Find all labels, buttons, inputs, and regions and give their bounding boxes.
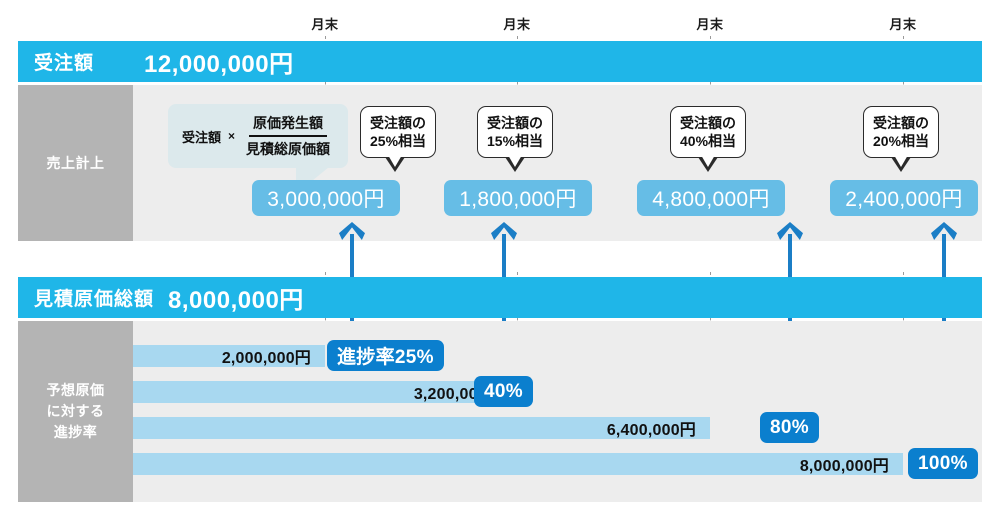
progress-bar-3-amount: 6,400,000円 — [606, 422, 696, 439]
month-end-label-2: 月末 — [503, 17, 531, 32]
callout-percent-1: 受注額の 25%相当 — [360, 106, 437, 172]
callout-4-line2: 20%相当 — [873, 133, 930, 150]
revenue-amount-pill-4: 2,400,000円 — [830, 180, 978, 216]
progress-bar-4: 8,000,000円 — [133, 453, 903, 475]
revenue-formula-bubble: 受注額 × 原価発生額 見積総原価額 — [168, 104, 349, 185]
callout-3-line2: 40%相当 — [680, 133, 737, 150]
progress-badge-2: 40% — [474, 376, 533, 407]
estimated-cost-value: 8,000,000円 — [168, 287, 304, 314]
callout-1-tail-inner — [388, 154, 402, 167]
estimated-cost-band: 見積原価総額 8,000,000円 — [18, 277, 982, 318]
month-end-label-3: 月末 — [696, 17, 724, 32]
month-end-label-4: 月末 — [889, 17, 917, 32]
progress-label-block: 予想原価 に対する 進捗率 — [47, 380, 105, 443]
progress-badge-4: 100% — [908, 448, 978, 479]
sales-recognition-row-label: 売上計上 — [18, 85, 133, 241]
progress-bar-1-amount: 2,000,000円 — [221, 350, 311, 367]
callout-percent-4: 受注額の 20%相当 — [863, 106, 940, 172]
callout-3-tail-inner — [701, 154, 716, 167]
progress-rate-row-label: 予想原価 に対する 進捗率 — [18, 321, 133, 502]
progress-bar-3: 6,400,000円 — [133, 417, 710, 439]
revenue-amount-pill-2: 1,800,000円 — [444, 180, 592, 216]
order-amount-value: 12,000,000円 — [144, 51, 294, 78]
revenue-amount-pill-3: 4,800,000円 — [637, 180, 785, 216]
progress-label-line3: 進捗率 — [53, 424, 98, 440]
progress-bar-4-amount: 8,000,000円 — [799, 458, 889, 475]
formula-lead-term: 受注額 — [182, 129, 222, 145]
revenue-amount-pill-1: 3,000,000円 — [252, 180, 400, 216]
progress-badge-3: 80% — [760, 412, 819, 443]
callout-3-line1: 受注額の — [680, 115, 737, 131]
progress-label-line2: に対する — [46, 403, 105, 419]
month-end-label-1: 月末 — [311, 17, 339, 32]
callout-2-tail-inner — [508, 154, 523, 167]
formula-numerator: 原価発生額 — [249, 113, 328, 137]
callout-1-line1: 受注額の — [370, 115, 427, 131]
callout-percent-2: 受注額の 15%相当 — [477, 106, 554, 172]
progress-label-line1: 予想原価 — [46, 382, 105, 398]
estimated-cost-title: 見積原価総額 — [34, 289, 155, 310]
callout-2-line2: 15%相当 — [487, 133, 544, 150]
progress-badge-1: 進捗率25% — [327, 340, 444, 371]
progress-bar-1: 2,000,000円 — [133, 345, 325, 367]
callout-4-line1: 受注額の — [873, 115, 930, 131]
order-amount-band: 受注額 12,000,000円 — [18, 41, 982, 82]
order-amount-title: 受注額 — [34, 53, 95, 74]
formula-denominator: 見積総原価額 — [246, 141, 331, 157]
callout-percent-3: 受注額の 40%相当 — [670, 106, 747, 172]
progress-bar-2: 3,200,000円 — [133, 381, 517, 403]
formula-fraction: 原価発生額 見積総原価額 — [242, 113, 334, 159]
callout-4-tail-inner — [894, 154, 909, 167]
formula-multiply-operator: × — [228, 129, 236, 143]
callout-1-line2: 25%相当 — [370, 133, 427, 150]
callout-2-line1: 受注額の — [487, 115, 544, 131]
